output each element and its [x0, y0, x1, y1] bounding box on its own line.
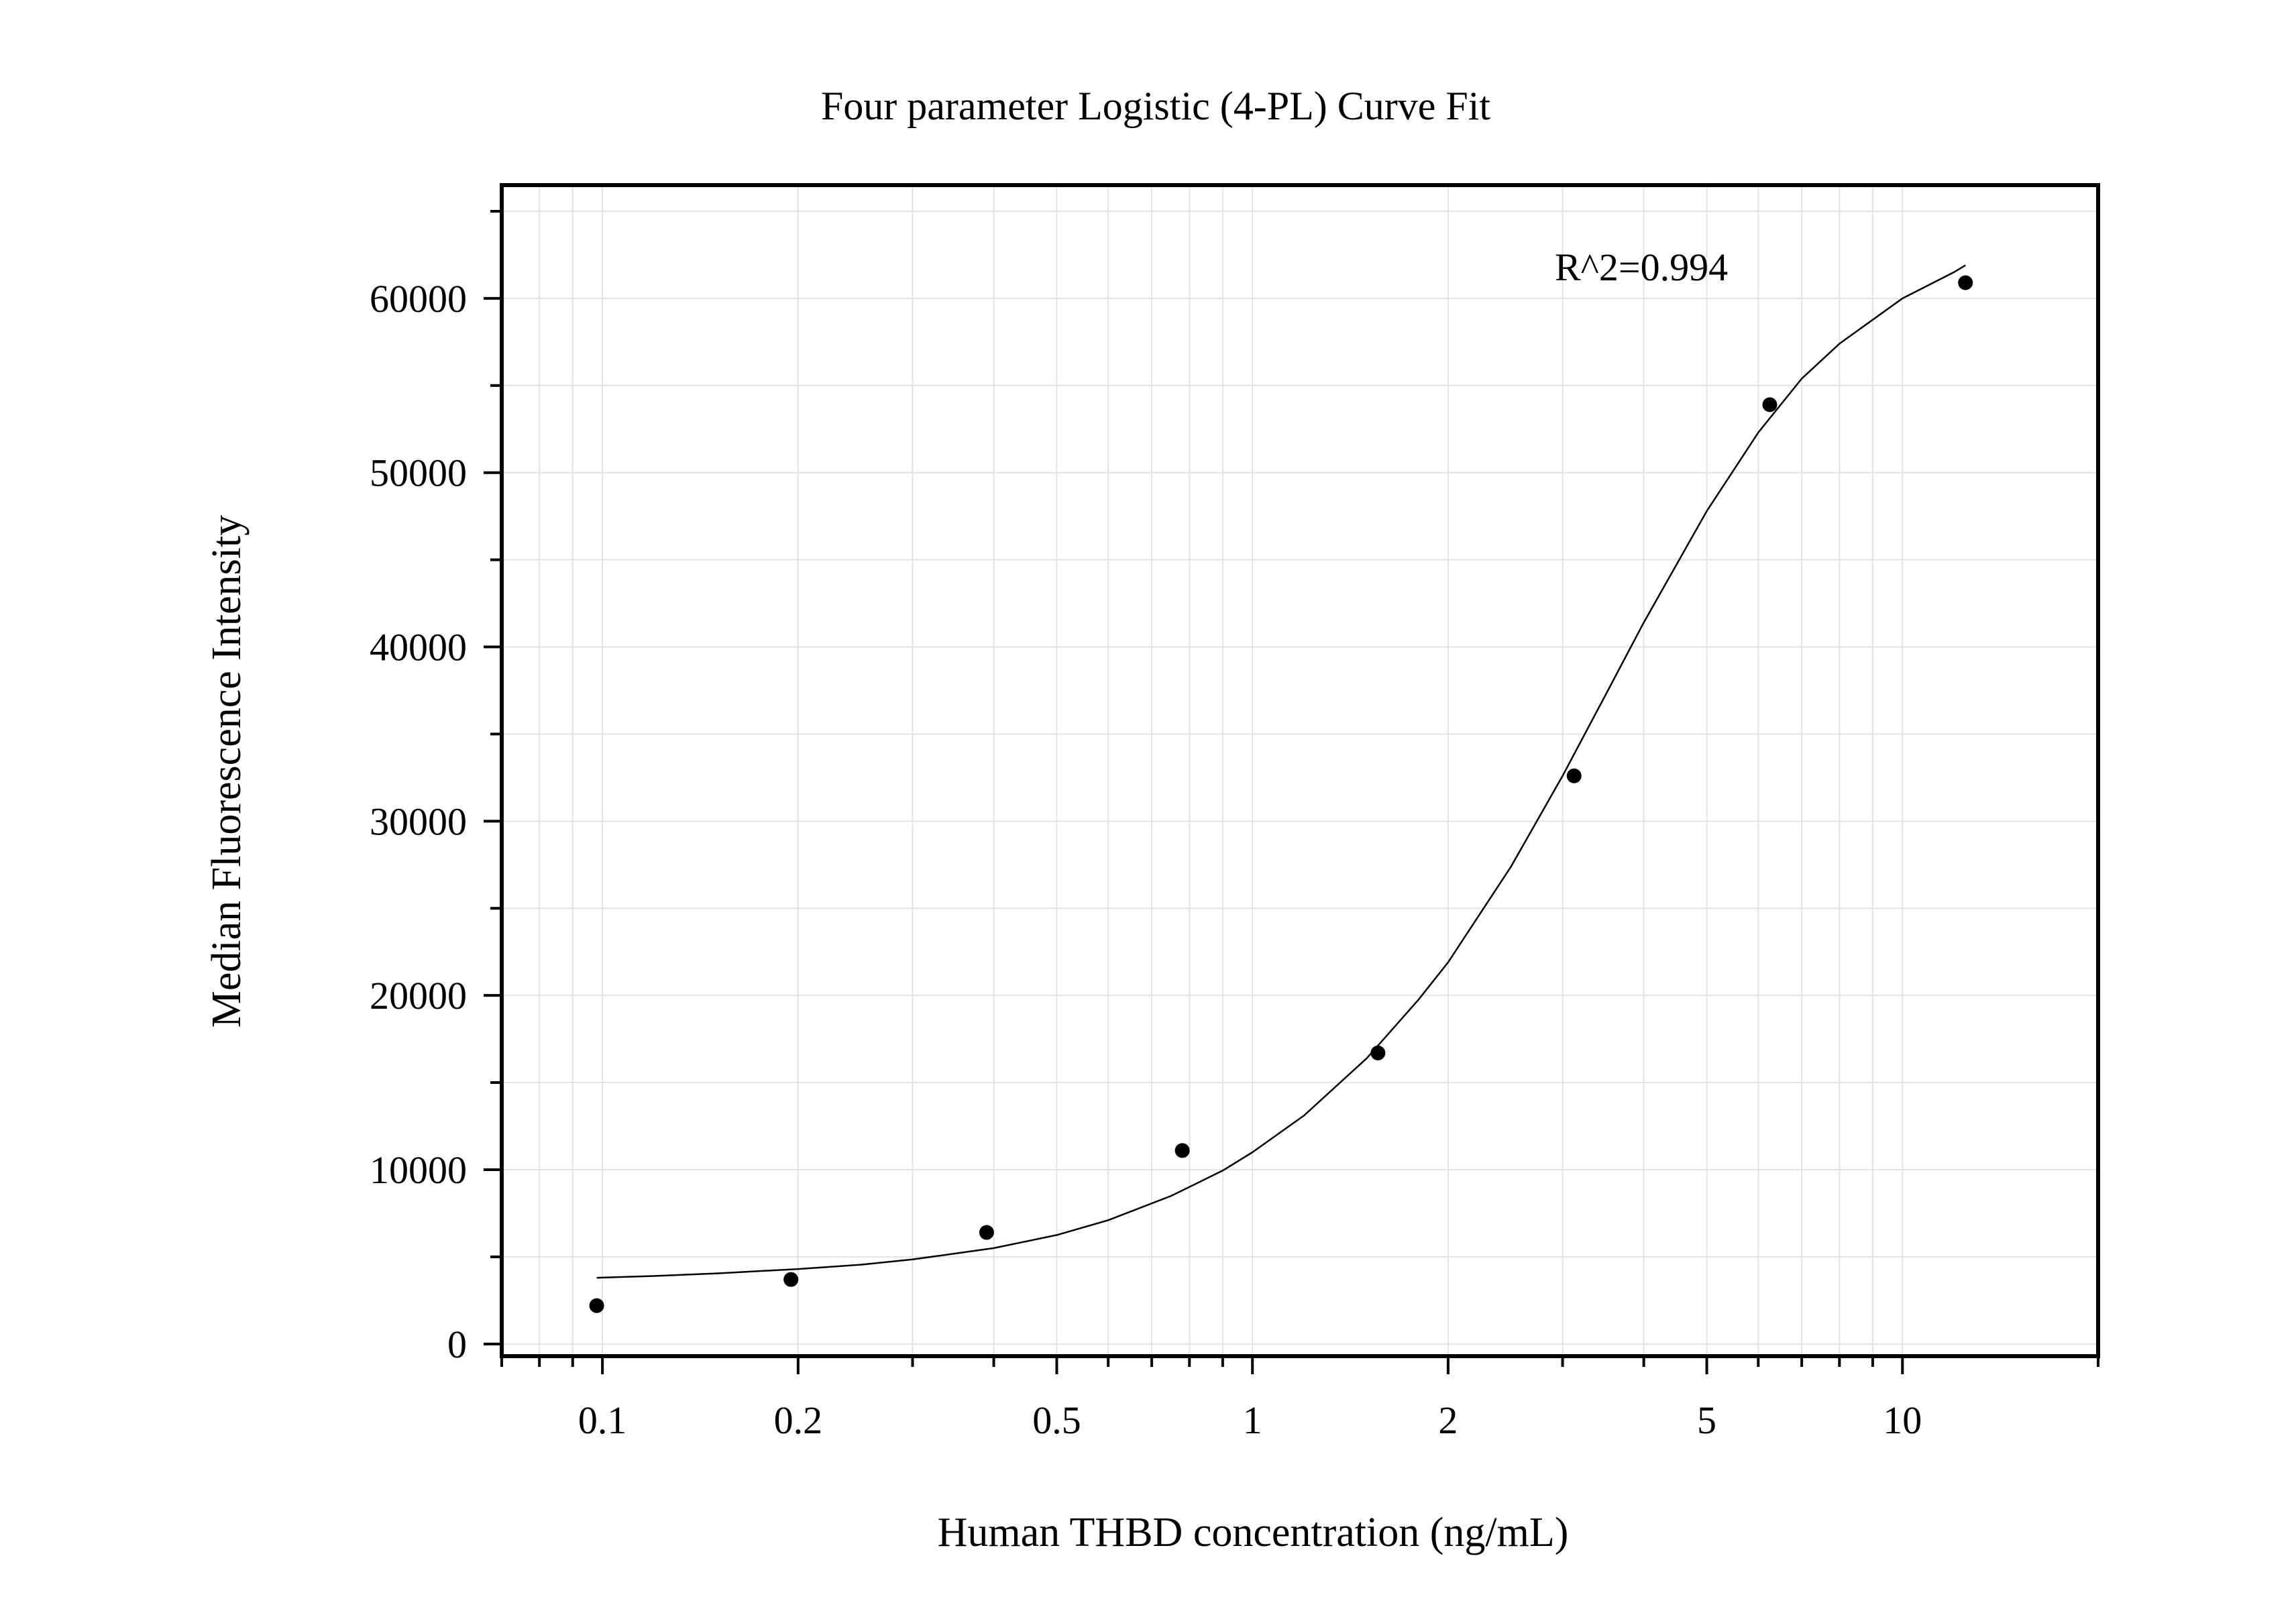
- y-axis-label: Median Fluorescence Intensity: [204, 515, 250, 1028]
- y-tick-label: 50000: [370, 451, 467, 495]
- x-axis-label: Human THBD concentration (ng/mL): [938, 1510, 1569, 1555]
- y-tick-label: 40000: [370, 626, 467, 669]
- data-point: [1174, 1143, 1190, 1158]
- y-tick-label: 0: [447, 1323, 467, 1366]
- x-tick-label: 0.5: [1032, 1398, 1081, 1442]
- y-tick-label: 20000: [370, 974, 467, 1017]
- fit-curve: [596, 264, 1966, 1279]
- x-tick-label: 5: [1697, 1398, 1716, 1442]
- data-point: [979, 1225, 994, 1240]
- x-tick-label: 0.2: [774, 1398, 823, 1442]
- y-tick-label: 30000: [370, 799, 467, 843]
- ticks-layer: [484, 209, 2099, 1374]
- data-point: [1370, 1045, 1386, 1060]
- data-point: [589, 1298, 604, 1313]
- r-squared-annotation: R^2=0.994: [1555, 245, 1728, 289]
- plot-frame: [500, 183, 2100, 1358]
- x-tick-label: 0.1: [578, 1398, 627, 1442]
- data-point: [1566, 768, 1582, 783]
- x-tick-label: 1: [1243, 1398, 1262, 1442]
- data-points-layer: [589, 275, 1973, 1313]
- data-point: [1958, 275, 1973, 290]
- y-tick-label: 60000: [370, 277, 467, 321]
- data-point: [783, 1272, 799, 1287]
- fit-curve-layer: [596, 264, 1966, 1279]
- chart-title: Four parameter Logistic (4-PL) Curve Fit: [821, 84, 1490, 128]
- y-tick-label: 10000: [370, 1148, 467, 1192]
- x-tick-label: 2: [1438, 1398, 1458, 1442]
- data-point: [1762, 397, 1778, 412]
- x-tick-label: 10: [1883, 1398, 1922, 1442]
- tick-labels-layer: 0.1 0.2 0.5 1 2 5 10 0 10000 20000 30000 40000 50000…: [370, 277, 1922, 1442]
